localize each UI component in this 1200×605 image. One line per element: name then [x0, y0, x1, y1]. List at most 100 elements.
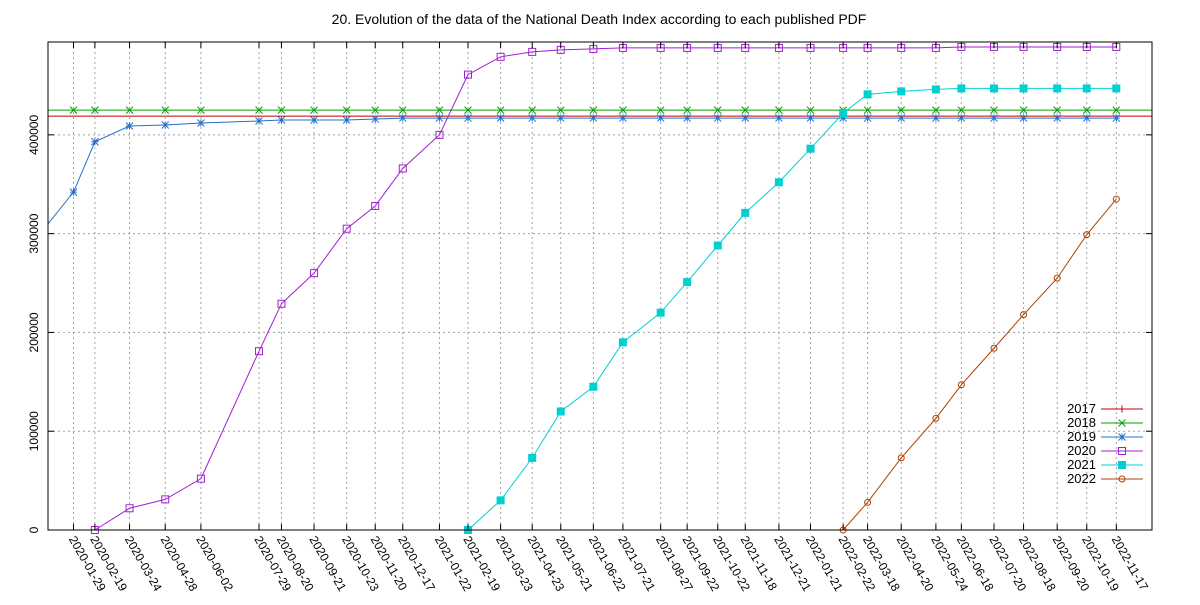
data-point	[255, 117, 263, 125]
data-point	[806, 144, 815, 153]
data-point	[1053, 114, 1062, 122]
data-point	[435, 114, 444, 122]
legend-marker	[1118, 475, 1126, 483]
data-point	[989, 84, 998, 93]
data-point	[1112, 195, 1120, 203]
data-point	[1112, 106, 1121, 115]
data-point	[957, 106, 966, 115]
y-tick-label: 400000	[27, 115, 41, 155]
data-point	[310, 106, 318, 115]
data-point	[496, 106, 505, 115]
plot-frame	[47, 41, 1153, 531]
data-point	[683, 114, 692, 122]
data-point	[69, 188, 78, 197]
data-point	[589, 382, 598, 391]
data-point	[897, 454, 905, 462]
data-point	[69, 106, 78, 115]
data-point	[656, 106, 665, 115]
grid-layer	[48, 42, 1152, 531]
y-tick-label: 100000	[27, 411, 41, 451]
legend-item: 2019	[1067, 429, 1143, 444]
series-2019	[47, 114, 1121, 225]
y-tick-label: 0	[27, 526, 41, 533]
data-point	[556, 407, 565, 416]
data-point	[897, 106, 906, 115]
data-point	[1082, 84, 1091, 93]
series-2020	[90, 42, 1121, 534]
chart-title: 20. Evolution of the data of the Nationa…	[332, 11, 867, 27]
data-point	[398, 114, 407, 122]
data-point	[125, 106, 134, 115]
data-point	[342, 224, 351, 233]
data-point	[310, 269, 319, 278]
data-point	[806, 106, 815, 115]
data-point	[1019, 106, 1028, 115]
data-point	[990, 114, 998, 122]
legend-item: 2017	[1067, 401, 1143, 416]
data-point	[864, 498, 872, 506]
data-point	[897, 87, 906, 96]
data-point	[589, 106, 598, 115]
data-point	[957, 114, 966, 122]
data-point	[464, 106, 472, 115]
data-point	[125, 504, 134, 513]
data-point	[196, 474, 205, 483]
axis-layer: 2020-01-292020-02-192020-03-242020-04-28…	[27, 41, 1153, 594]
legend-item: 2020	[1067, 443, 1143, 458]
data-point	[897, 114, 906, 122]
data-point	[1112, 84, 1121, 93]
data-point	[713, 241, 722, 250]
data-point	[496, 496, 505, 505]
data-point	[1053, 84, 1062, 93]
data-point	[197, 106, 205, 115]
data-point	[1053, 106, 1062, 115]
legend-marker	[1118, 405, 1126, 413]
data-point	[91, 106, 99, 115]
data-point	[741, 114, 750, 122]
data-point	[1020, 311, 1028, 319]
data-point	[255, 106, 263, 115]
data-point	[463, 70, 472, 79]
data-point	[863, 114, 872, 122]
data-point	[618, 338, 627, 347]
series-layer	[47, 42, 1152, 534]
series-line-2021	[467, 87, 1117, 531]
data-point	[932, 414, 940, 422]
data-point	[528, 47, 537, 56]
data-point	[775, 106, 783, 115]
data-point	[161, 495, 170, 504]
legend-label: 2019	[1067, 429, 1096, 444]
data-point	[496, 114, 505, 122]
data-point	[528, 114, 537, 122]
y-tick-label: 200000	[27, 312, 41, 352]
data-point	[255, 347, 264, 356]
data-point	[656, 308, 665, 317]
data-point	[932, 106, 940, 115]
legend-item: 2018	[1067, 415, 1143, 430]
data-point	[839, 109, 848, 118]
data-point	[556, 114, 565, 122]
data-point	[1082, 106, 1091, 115]
data-point	[371, 106, 380, 115]
data-point	[1112, 114, 1121, 122]
data-point	[528, 106, 537, 115]
legend-item: 2022	[1067, 471, 1143, 486]
data-point	[619, 106, 627, 115]
data-point	[1082, 114, 1091, 122]
legend-label: 2018	[1067, 415, 1096, 430]
data-point	[277, 106, 286, 115]
data-point	[775, 114, 783, 122]
data-point	[990, 344, 998, 352]
legend-marker	[1118, 433, 1126, 441]
data-point	[990, 106, 998, 115]
data-point	[342, 116, 351, 124]
series-2018	[48, 106, 1152, 115]
data-point	[528, 453, 537, 462]
data-point	[656, 114, 665, 122]
data-point	[683, 106, 692, 115]
legend-marker	[1118, 447, 1126, 455]
data-point	[277, 299, 286, 308]
